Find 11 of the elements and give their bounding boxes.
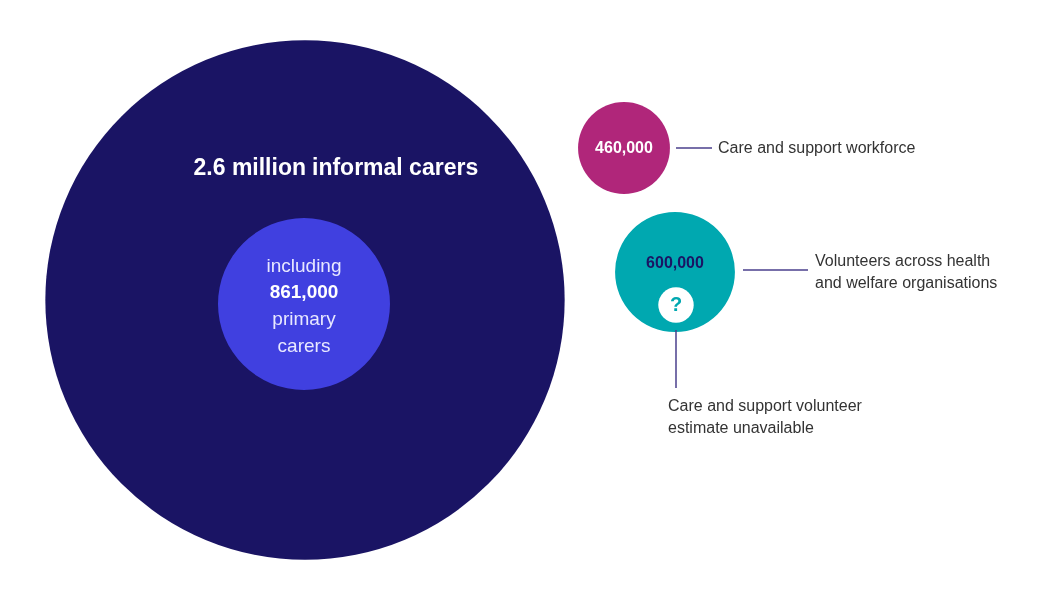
category-label: Volunteers across health and welfare organisations [815,252,998,291]
text: Care and support volunteer estimate unavailable [668,397,863,436]
data-label: 2.6 million [193,154,306,180]
data-label: 861,000 [269,281,339,302]
data-label: 600,000 [646,254,705,271]
data-label: 460,000 [595,139,654,156]
category-label: primary carers [272,308,337,356]
text: including [266,255,342,276]
category-label: informal carers [312,154,479,180]
text: ? [669,293,683,315]
category-label: Care and support workforce [718,139,916,156]
